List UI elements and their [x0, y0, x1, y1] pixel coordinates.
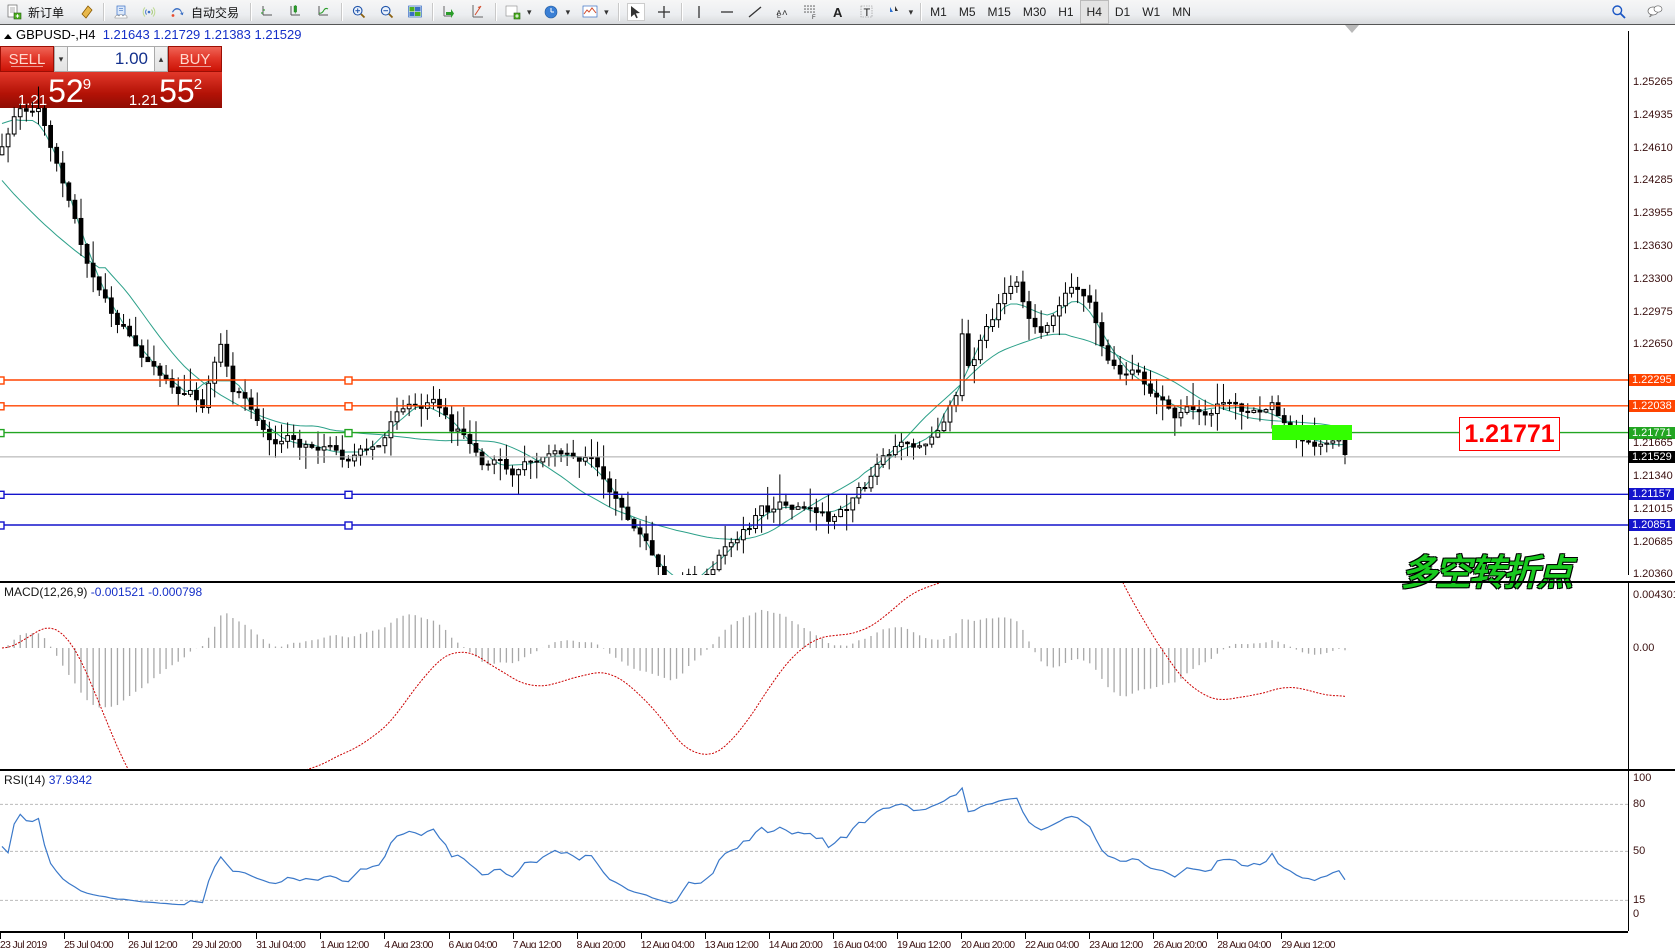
svg-text:E: E: [777, 14, 781, 20]
svg-text:F: F: [812, 15, 816, 20]
svg-text:A: A: [833, 5, 843, 20]
svg-text:T: T: [863, 7, 870, 19]
